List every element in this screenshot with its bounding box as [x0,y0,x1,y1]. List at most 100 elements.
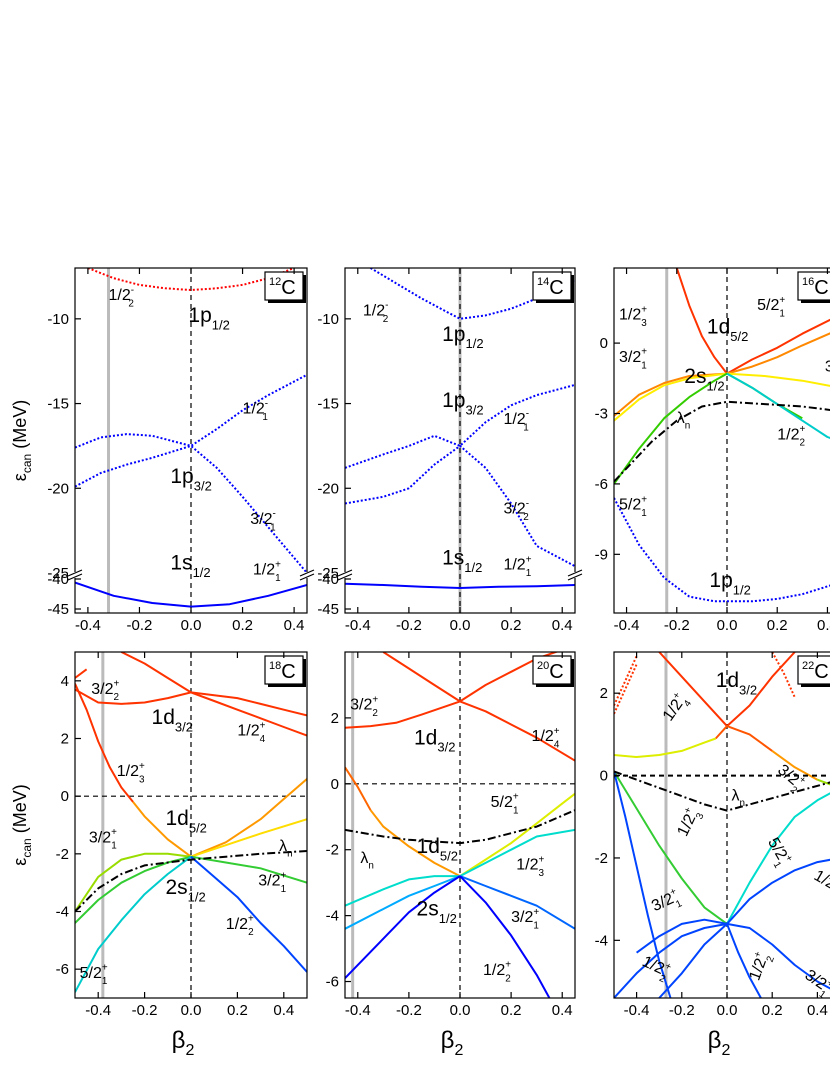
x-tick-label: -0.2 [132,1002,158,1019]
level-label: 1p3/2 [170,465,211,493]
x-tick-label: 0.0 [181,1002,202,1019]
x-tick-label: 0.4 [552,617,573,634]
y-tick-label-lower: -45 [47,601,69,618]
x-tick-label: -0.4 [75,617,101,634]
series-line-6 [614,497,830,603]
axis-break-mark [567,569,583,577]
x-tick-label: 0.2 [232,617,253,634]
level-label: 1/2+4 [658,690,694,727]
series-line-1 [120,652,307,717]
panel-12C: 1/2-2 1p1/2 1/2-1 1p3/2 3/2-1 1s1/2 1/2+ 1 12C -0… [47,267,315,634]
nucleus-label: 14C [537,276,564,299]
level-label: 1d5/2 [417,835,458,863]
panel-20C: 3/2+ 2 1d3/2 1/2+ 4 5/2+ 1 1d5/2 1/2+ 3 2s1/2 3/2+ 1… [326,651,576,1019]
series-line-6 [190,818,307,858]
x-tick-label: 0.0 [450,617,471,634]
series-line-0 [370,268,575,320]
x-tick-label: -0.2 [127,617,153,634]
axis-break-mark [67,573,83,581]
panels: 1/2-2 1p1/2 1/2-1 1p3/2 3/2-1 1s1/2 1/2+ 1 12C -0… [47,267,830,1019]
level-label: 3/2 [825,358,830,375]
axis-break-mark [299,569,315,577]
series-line-1 [345,383,575,469]
series-line-2 [75,688,307,737]
level-label: 1/2+2 [744,950,777,985]
plot-area: 3/2+ 2 1d3/2 1/2+ 4 5/2+ 1 1d5/2 1/2+ 3 2s1/2 3/2+ 1… [345,652,575,998]
panel-16C: 1/2+3 3/2+1 1d5/2 5/2+1 2s1/2 3/2 1/2+2 5/2+1 1p… [595,267,830,634]
series-line-1 [614,332,830,417]
level-label: 3/2-2 [503,498,529,523]
x-tick-label: -0.2 [396,1002,422,1019]
y-tick-label: -4 [56,904,69,921]
x-tick-label: 0.4 [817,617,830,634]
x-tick-label: -0.4 [85,1002,111,1019]
level-label: 1p1/2 [188,304,229,332]
x-tick-label: 0.0 [717,617,738,634]
series-line-0 [87,268,295,291]
level-label: 1/2+3 [516,854,544,879]
x-tick-label: 0.0 [717,1002,738,1019]
series-line-4 [459,792,575,877]
series-line-3 [75,581,307,608]
fermi-level-label: λn [732,787,746,809]
y-tick-label: -15 [317,396,339,413]
axis-break-gap [338,572,352,578]
series-line-0 [75,668,88,679]
series-line-16 [614,770,830,812]
series-line-4 [714,725,773,752]
panel-18C: 3/2+ 2 1d3/2 1/2+ 4 1/2+ 3 1d5/2 3/2+ 1 2s1/2 3/2+ 1… [56,651,308,1019]
level-label: 1/2+3 [117,761,145,786]
axis-break-mark [337,573,353,581]
nucleus-badge: 20C [532,655,574,687]
series-line-12 [636,918,830,990]
series-line-8 [345,875,461,979]
x-tick-label: 0.0 [450,1002,471,1019]
y-tick-label-lower: -40 [47,571,69,588]
series-line-14 [726,858,830,925]
x-tick-label: 0.2 [501,617,522,634]
series-line-3 [75,683,134,803]
series-line-9 [726,792,830,925]
series-line-0 [614,655,638,706]
y-tick-label-lower: -40 [317,571,339,588]
level-label: 1s1/2 [170,552,210,580]
x-tick-label: -0.2 [396,617,422,634]
level-label: 3/2+1 [511,907,539,932]
level-label: 1d3/2 [414,726,455,754]
level-label: 3/2+2 [350,694,378,719]
x-tick-label: 0.4 [284,617,305,634]
x-tick-label: -0.4 [624,1002,650,1019]
x-tick-label: -0.4 [345,1002,371,1019]
level-label: 1/2-1 [503,409,529,434]
x-tick-label: -0.2 [664,617,690,634]
level-label: 3/2-1 [250,509,276,534]
level-label: 1/2+ [811,865,830,896]
y-tick-label: -3 [595,406,608,423]
plot-area: 3/2+ 2 1d3/2 1/2+ 4 1/2+ 3 1d5/2 3/2+ 1 2s1/2 3/2+ 1… [75,652,307,998]
y-tick-label: -20 [47,480,69,497]
plot-area: 1d3/21/2+43/2+21/2+35/2+11/2+3/2+11/2+21… [614,652,830,998]
series-line-3 [369,809,461,877]
panel-22C: 1d3/21/2+43/2+21/2+35/2+11/2+3/2+11/2+21… [595,651,830,1019]
series-line-10 [190,855,307,973]
level-label: 1/2-1 [243,399,269,424]
level-label: 5/2+1 [760,834,795,871]
x-tick-label: 0.4 [273,1002,294,1019]
y-tick-label: 0 [61,788,69,805]
nucleus-label: 22C [802,660,829,683]
axis-break-mark [67,569,83,577]
level-label: 2s1/2 [684,365,724,393]
nucleus-badge: 16C [797,271,830,303]
series-line-5 [190,778,307,858]
y-tick-label: -2 [595,850,608,867]
series-line-2 [345,766,372,811]
series-line-9 [459,875,551,998]
series-line-6 [345,875,461,930]
y-tick-label: -6 [595,476,608,493]
y-tick-label: -6 [326,974,339,991]
series-line-1 [345,652,559,729]
series-line-7 [459,875,575,930]
y-tick-label: -25 [317,565,339,582]
series-line-1 [75,373,307,449]
level-label: 1s1/2 [442,547,482,575]
